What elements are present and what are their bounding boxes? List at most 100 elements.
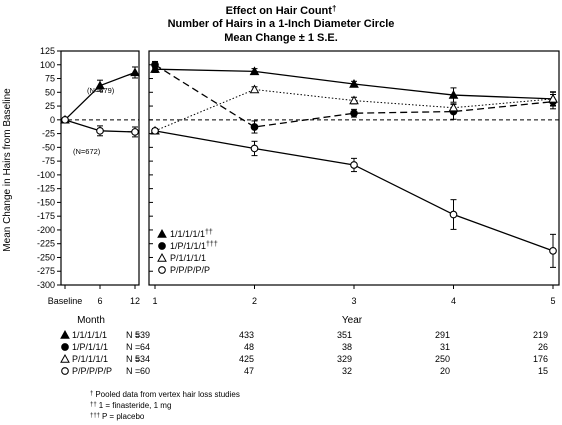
n-table-value-1-5: 219 xyxy=(533,330,548,340)
point-year-s4-0 xyxy=(151,126,159,135)
point-year-s1-1 xyxy=(249,66,260,76)
footnote-3: ††† P = placebo xyxy=(90,412,145,421)
y-tick-label-15: -250 xyxy=(37,252,55,262)
point-year-s1-0 xyxy=(150,64,160,73)
y-tick-label-8: -75 xyxy=(42,156,55,166)
point-year-s4-4 xyxy=(549,247,557,255)
x-tick-label-year-2: 3 xyxy=(351,296,356,306)
point-year-s1-2 xyxy=(349,79,359,88)
x-tick-label-month-2: 12 xyxy=(130,296,140,306)
n-table-label-4: P/P/P/P/P xyxy=(72,366,112,376)
n-table-value-3-4: 250 xyxy=(435,354,450,364)
footnote-1: † Pooled data from vertex hair loss studi… xyxy=(90,390,240,399)
y-ticks: 125 100 75 50 25 0 -25 -50 -75 -100 -125 -150 -175 -2… xyxy=(37,46,153,290)
x-tick-label-month-1: 6 xyxy=(97,296,102,306)
n-table-value-2-1: 64 xyxy=(140,342,150,352)
legend-marker-3 xyxy=(157,252,167,262)
series-line-year-s4 xyxy=(154,130,554,252)
n-table-marker-4 xyxy=(61,367,69,375)
n-table-nlabel-2: N = xyxy=(126,342,140,352)
month-n-annotation-1: (N=679) xyxy=(87,86,115,95)
n-table-value-1-1: 539 xyxy=(135,330,150,340)
point-year-s3-2 xyxy=(349,95,359,105)
point-month-plc-0 xyxy=(61,115,69,124)
month-n-annotation-2: (N=672) xyxy=(73,147,101,156)
y-tick-label-4: 25 xyxy=(45,101,55,111)
legend-marker-4 xyxy=(158,266,166,274)
y-tick-label-10: -125 xyxy=(37,184,55,194)
legend-label-1: 1/1/1/1/1†† xyxy=(170,229,213,239)
point-month-fin-2 xyxy=(130,67,140,77)
n-table-marker-3 xyxy=(60,353,70,363)
year-axis-label: Year xyxy=(342,315,363,326)
n-table-value-2-3: 38 xyxy=(342,342,352,352)
n-table-label-1: 1/1/1/1/1 xyxy=(72,330,107,340)
x-tick-label-month-0: Baseline xyxy=(48,296,83,306)
y-tick-label-6: -25 xyxy=(42,129,55,139)
y-axis-label: Mean Change in Hairs from Baseline xyxy=(2,88,13,252)
n-table: 1/1/1/1/1 1/P/1/1/1 P/1/1/1/1 P/P/P/P/P … xyxy=(60,329,548,376)
y-tick-label-13: -200 xyxy=(37,225,55,235)
series xyxy=(60,60,558,268)
point-month-fin-1 xyxy=(95,80,105,90)
n-table-label-3: P/1/1/1/1 xyxy=(72,354,108,364)
n-table-value-3-3: 329 xyxy=(337,354,352,364)
n-table-nlabel-1: N = xyxy=(126,330,140,340)
n-table-label-2: 1/P/1/1/1 xyxy=(72,342,108,352)
x-tick-label-year-1: 2 xyxy=(252,296,257,306)
point-year-s4-2 xyxy=(350,161,358,169)
legend-label-2: 1/P/1/1/1††† xyxy=(170,241,218,251)
x-tick-label-year-3: 4 xyxy=(451,296,456,306)
point-year-s4-3 xyxy=(449,210,458,219)
point-month-plc-1 xyxy=(96,126,104,135)
point-year-s2-1 xyxy=(250,123,259,131)
n-table-value-4-1: 60 xyxy=(140,366,150,376)
x-ticks: Baseline 6 12 1 2 3 4 5 xyxy=(48,285,556,306)
y-tick-label-3: 50 xyxy=(45,87,55,97)
n-table-value-2-2: 48 xyxy=(244,342,254,352)
n-table-value-2-5: 26 xyxy=(538,342,548,352)
point-month-plc-2 xyxy=(131,128,139,136)
y-tick-label-16: -275 xyxy=(37,266,55,276)
legend: 1/1/1/1/1†† 1/P/1/1/1††† P/1/1/1/1 P/P/P… xyxy=(157,228,218,275)
n-table-value-4-4: 20 xyxy=(440,366,450,376)
point-year-s4-1 xyxy=(250,144,259,153)
y-tick-label-0: 125 xyxy=(40,46,55,56)
x-tick-label-year-0: 1 xyxy=(152,296,157,306)
series-line-year-s2 xyxy=(154,64,554,128)
point-year-s3-3 xyxy=(448,102,459,112)
n-table-value-1-4: 291 xyxy=(435,330,450,340)
month-axis-label: Month xyxy=(77,315,105,326)
legend-marker-2 xyxy=(158,242,166,250)
y-tick-label-2: 75 xyxy=(45,74,55,84)
y-tick-label-5: 0 xyxy=(50,115,55,125)
chart-title: Effect on Hair Count† xyxy=(226,4,337,17)
n-table-marker-1 xyxy=(60,329,70,339)
y-tick-label-11: -150 xyxy=(37,197,55,207)
x-tick-label-year-4: 5 xyxy=(550,296,555,306)
n-table-value-4-5: 15 xyxy=(538,366,548,376)
n-table-value-4-2: 47 xyxy=(244,366,254,376)
y-tick-label-7: -50 xyxy=(42,142,55,152)
n-table-marker-2 xyxy=(61,343,69,351)
n-table-value-1-3: 351 xyxy=(337,330,352,340)
point-year-s1-3 xyxy=(448,90,459,99)
chart-subtitle: Number of Hairs in a 1-Inch Diameter Cir… xyxy=(168,18,395,30)
legend-label-4: P/P/P/P/P xyxy=(170,265,210,275)
footnotes: † Pooled data from vertex hair loss studi… xyxy=(90,390,240,421)
n-table-nlabel-4: N = xyxy=(126,366,140,376)
footnote-2: †† 1 = finasteride, 1 mg xyxy=(90,401,171,410)
y-tick-label-1: 100 xyxy=(40,60,55,70)
legend-marker-1 xyxy=(157,228,167,238)
y-tick-label-17: -300 xyxy=(37,280,55,290)
y-tick-label-9: -100 xyxy=(37,170,55,180)
n-table-value-4-3: 32 xyxy=(342,366,352,376)
n-table-value-1-2: 433 xyxy=(239,330,254,340)
n-table-value-3-1: 534 xyxy=(135,354,150,364)
point-year-s2-2 xyxy=(350,109,358,118)
n-table-nlabel-3: N = xyxy=(126,354,140,364)
n-table-value-3-2: 425 xyxy=(239,354,254,364)
legend-label-3: P/1/1/1/1 xyxy=(170,253,206,263)
n-table-value-3-5: 176 xyxy=(533,354,548,364)
